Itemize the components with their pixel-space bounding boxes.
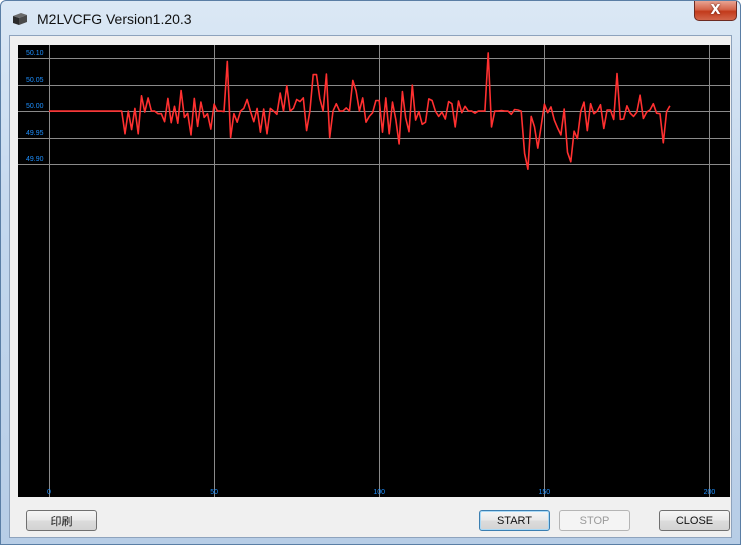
y-tick-label-1: 50.05 (26, 77, 44, 84)
x-tick-label-2: 100 (373, 489, 385, 496)
app-icon (13, 13, 27, 25)
y-tick-label-4: 49.90 (26, 156, 44, 163)
close-button[interactable]: CLOSE (659, 510, 730, 531)
chart-svg: 50.10 50.05 50.00 49.95 49.90 0 50 100 150 200 (18, 45, 730, 497)
x-tick-label-1: 50 (210, 489, 218, 496)
x-tick-label-3: 150 (539, 489, 551, 496)
close-icon: X (710, 3, 721, 18)
stop-button: STOP (559, 510, 630, 531)
frequency-chart: 50.10 50.05 50.00 49.95 49.90 0 50 100 150 200 (18, 45, 730, 497)
window-close-button[interactable]: X (694, 1, 737, 21)
start-button[interactable]: START (479, 510, 550, 531)
title-bar[interactable]: M2LVCFG Version1.20.3 X (1, 1, 740, 35)
y-tick-label-0: 50.10 (26, 50, 44, 57)
x-tick-label-4: 200 (704, 489, 716, 496)
x-tick-label-0: 0 (47, 489, 51, 496)
y-tick-label-2: 50.00 (26, 103, 44, 110)
print-button[interactable]: 印刷 (26, 510, 97, 531)
y-tick-label-3: 49.95 (26, 130, 44, 137)
window-title: M2LVCFG Version1.20.3 (37, 11, 192, 27)
series-line-0 (49, 52, 671, 170)
